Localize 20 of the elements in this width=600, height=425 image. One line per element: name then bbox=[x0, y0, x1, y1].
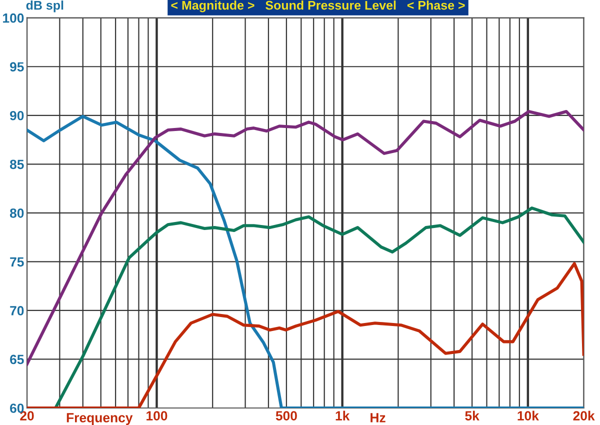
y-tick-label: 100 bbox=[3, 13, 24, 23]
x-axis-title: Frequency bbox=[66, 413, 133, 425]
y-tick-label: 75 bbox=[10, 257, 24, 267]
y-tick-label: 85 bbox=[10, 160, 24, 170]
x-tick-label: 10k bbox=[518, 410, 539, 420]
x-tick-label: 100 bbox=[146, 411, 168, 420]
y-tick-label: 65 bbox=[10, 354, 24, 364]
x-tick-label: 1k bbox=[336, 410, 350, 420]
x-tick-label: 20 bbox=[20, 411, 34, 420]
y-tick-label: 60 bbox=[10, 404, 24, 413]
x-tick-label: 20k bbox=[573, 410, 595, 420]
x-tick-label: 5k bbox=[465, 410, 480, 420]
x-tick-label: 500 bbox=[276, 411, 297, 420]
text: Hz bbox=[370, 413, 386, 422]
y-tick-label: 70 bbox=[10, 306, 24, 316]
chart-title: < Magnitude > Sound Pressure Level < Phase > bbox=[171, 0, 465, 12]
y-tick-label: 90 bbox=[10, 110, 24, 120]
y-tick-label: 80 bbox=[10, 208, 24, 218]
y-tick-label: 95 bbox=[10, 62, 24, 72]
y-axis-title: dB spl bbox=[26, 0, 64, 12]
